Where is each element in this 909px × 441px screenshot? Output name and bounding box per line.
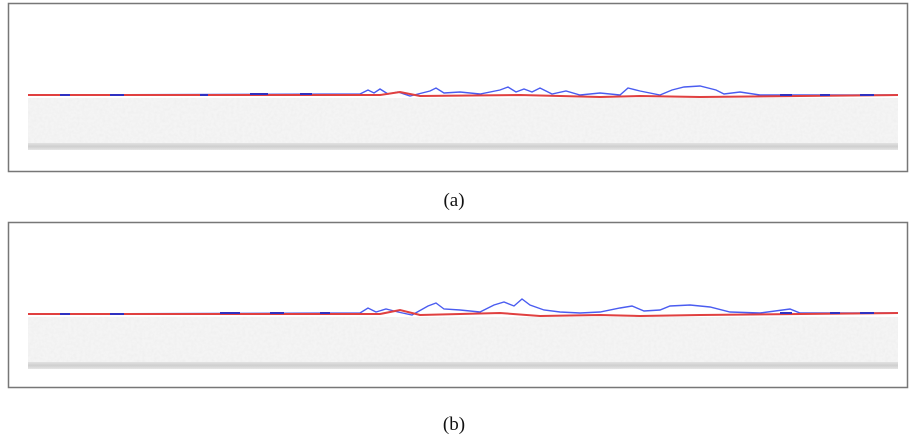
panel-b — [9, 223, 908, 388]
caption: (a) — [443, 190, 464, 211]
figure: (a) (b) — [0, 0, 909, 436]
page: (a) (b) (() => { const data = JSON.parse… — [0, 0, 909, 436]
surface-noise — [28, 317, 898, 363]
surface-strip — [28, 143, 898, 150]
panel-a — [9, 4, 908, 172]
surface-strip — [28, 362, 898, 369]
caption: (b) — [443, 414, 465, 435]
surface-noise — [28, 98, 898, 144]
